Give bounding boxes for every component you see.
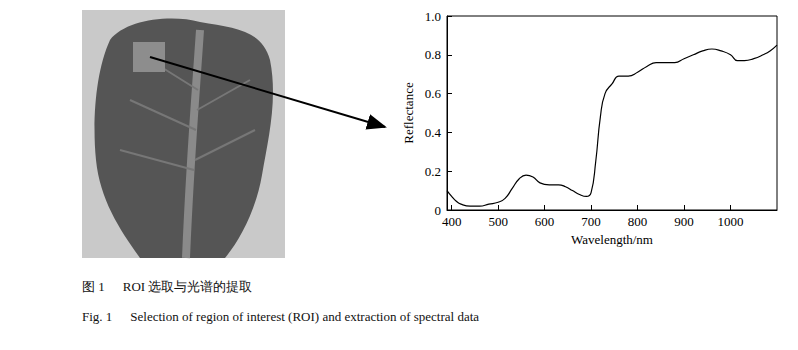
svg-text:0.2: 0.2 [425, 164, 441, 179]
svg-text:0.4: 0.4 [425, 125, 442, 140]
svg-text:Reflectance: Reflectance [401, 82, 416, 144]
svg-text:600: 600 [535, 214, 555, 229]
svg-text:1.0: 1.0 [425, 9, 441, 24]
svg-text:0.8: 0.8 [425, 47, 441, 62]
svg-text:0: 0 [435, 203, 442, 218]
svg-text:800: 800 [628, 214, 648, 229]
html-text:Fig. 1: Fig. 1 [82, 309, 113, 324]
svg-text:1000: 1000 [718, 214, 744, 229]
html-text:Selection of region of interes: Selection of region of interest (ROI) an… [130, 309, 479, 324]
svg-text:400: 400 [442, 214, 462, 229]
html-text:ROI 选取与光谱的提取: ROI 选取与光谱的提取 [122, 279, 253, 294]
svg-text:0.6: 0.6 [425, 86, 442, 101]
html-text:图 1: 图 1 [82, 279, 105, 294]
svg-text:500: 500 [488, 214, 508, 229]
svg-text:Wavelength/nm: Wavelength/nm [571, 232, 653, 247]
svg-text:700: 700 [581, 214, 601, 229]
svg-text:900: 900 [674, 214, 694, 229]
